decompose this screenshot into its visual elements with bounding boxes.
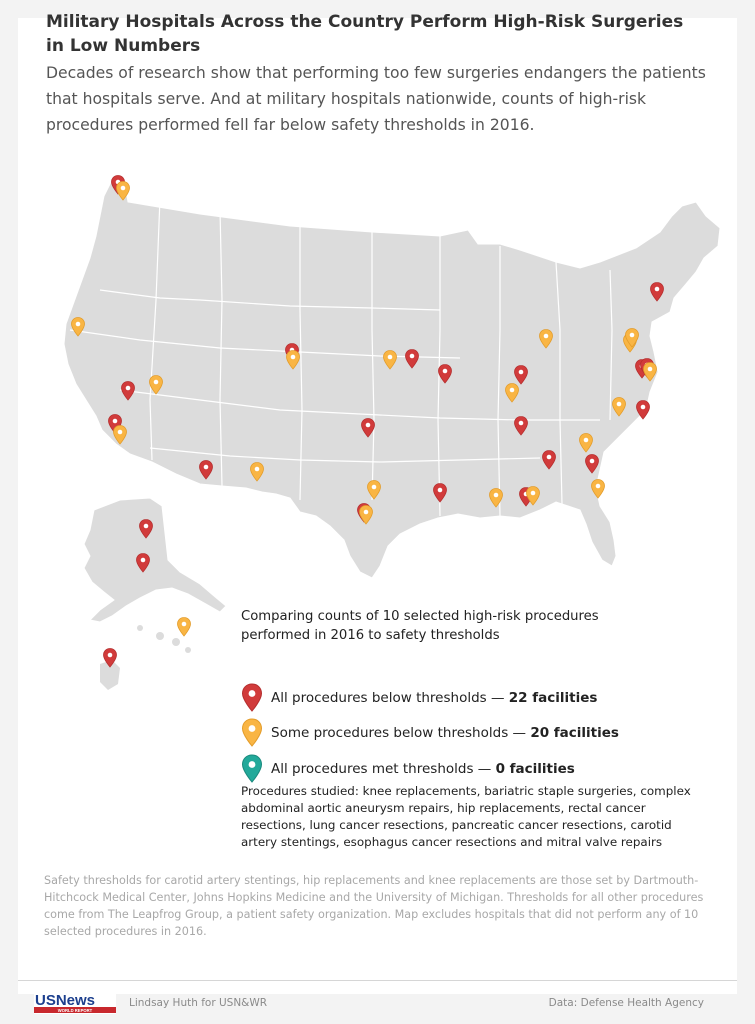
facility-marker-all-below — [121, 381, 135, 401]
facility-marker-some-below — [286, 350, 300, 370]
facility-marker-some-below — [539, 329, 553, 349]
facility-marker-some-below — [367, 480, 381, 500]
page-title: Military Hospitals Across the Country Pe… — [46, 12, 684, 56]
facility-marker-all-below — [433, 483, 447, 503]
footer-divider — [18, 980, 737, 981]
procedures-note: Procedures studied: knee replacements, b… — [241, 784, 691, 849]
facility-marker-some-below — [643, 362, 657, 382]
hawaii-island-4 — [185, 647, 191, 653]
legend-item-all-met: All procedures met thresholds — 0 facili… — [241, 754, 681, 783]
facility-marker-some-below — [149, 375, 163, 395]
legend-item-label: Some procedures below thresholds — — [271, 725, 531, 741]
map-pin-yellow-icon — [241, 718, 263, 747]
facility-marker-some-below — [71, 317, 85, 337]
legend-title: Comparing counts of 10 selected high-ris… — [241, 609, 599, 643]
map-pin-red-icon — [241, 683, 263, 712]
hawaii-island-1 — [137, 625, 143, 631]
facility-marker-all-below — [542, 450, 556, 470]
legend-item-count: 0 facilities — [495, 761, 575, 777]
footer-source: Data: Defense Health Agency — [548, 997, 704, 1009]
thresholds-note: Safety thresholds for carotid artery ste… — [44, 874, 704, 938]
legend-item-count: 22 facilities — [508, 690, 598, 706]
facility-marker-some-below — [250, 462, 264, 482]
facility-marker-all-below — [636, 400, 650, 420]
facility-marker-some-below — [383, 350, 397, 370]
facility-marker-some-below — [625, 328, 639, 348]
facility-marker-some-below — [591, 479, 605, 499]
facility-marker-all-below — [514, 365, 528, 385]
hawaii-island-2 — [156, 632, 164, 640]
facility-marker-some-below — [526, 486, 540, 506]
usnews-logo: USNews WORLD REPORT — [34, 990, 116, 1014]
legend-item-label: All procedures met thresholds — — [271, 761, 496, 777]
facility-marker-some-below — [612, 397, 626, 417]
facility-markers — [71, 175, 664, 668]
legend-item-label: All procedures below thresholds — — [271, 690, 509, 706]
facility-marker-all-below — [405, 349, 419, 369]
svg-text:USNews: USNews — [35, 992, 95, 1009]
facility-marker-some-below — [177, 617, 191, 637]
legend-item-all-below: All procedures below thresholds — 22 fac… — [241, 683, 681, 712]
facility-marker-all-below — [650, 282, 664, 302]
alaska-land — [83, 497, 227, 623]
legend-item-some-below: Some procedures below thresholds — 20 fa… — [241, 718, 681, 747]
facility-marker-all-below — [103, 648, 117, 668]
hawaii-island-3 — [172, 638, 180, 646]
facility-marker-some-below — [113, 425, 127, 445]
facility-marker-all-below — [514, 416, 528, 436]
facility-marker-some-below — [116, 181, 130, 201]
page-subtitle: Decades of research show that performing… — [46, 64, 706, 134]
hawaii-island-5 — [100, 660, 120, 690]
legend-item-count: 20 facilities — [530, 725, 619, 741]
facility-marker-all-below — [139, 519, 153, 539]
facility-marker-some-below — [359, 505, 373, 525]
contiguous-us-land — [63, 179, 721, 579]
land-areas — [63, 179, 721, 690]
facility-marker-some-below — [505, 383, 519, 403]
facility-marker-some-below — [579, 433, 593, 453]
footer-credit: Lindsay Huth for USN&WR — [129, 997, 268, 1009]
facility-marker-all-below — [199, 460, 213, 480]
map-pin-teal-icon — [241, 754, 263, 783]
facility-marker-all-below — [361, 418, 375, 438]
facility-marker-all-below — [136, 553, 150, 573]
facility-marker-some-below — [489, 488, 503, 508]
facility-marker-all-below — [585, 454, 599, 474]
facility-marker-all-below — [438, 364, 452, 384]
svg-text:WORLD REPORT: WORLD REPORT — [58, 1008, 93, 1013]
